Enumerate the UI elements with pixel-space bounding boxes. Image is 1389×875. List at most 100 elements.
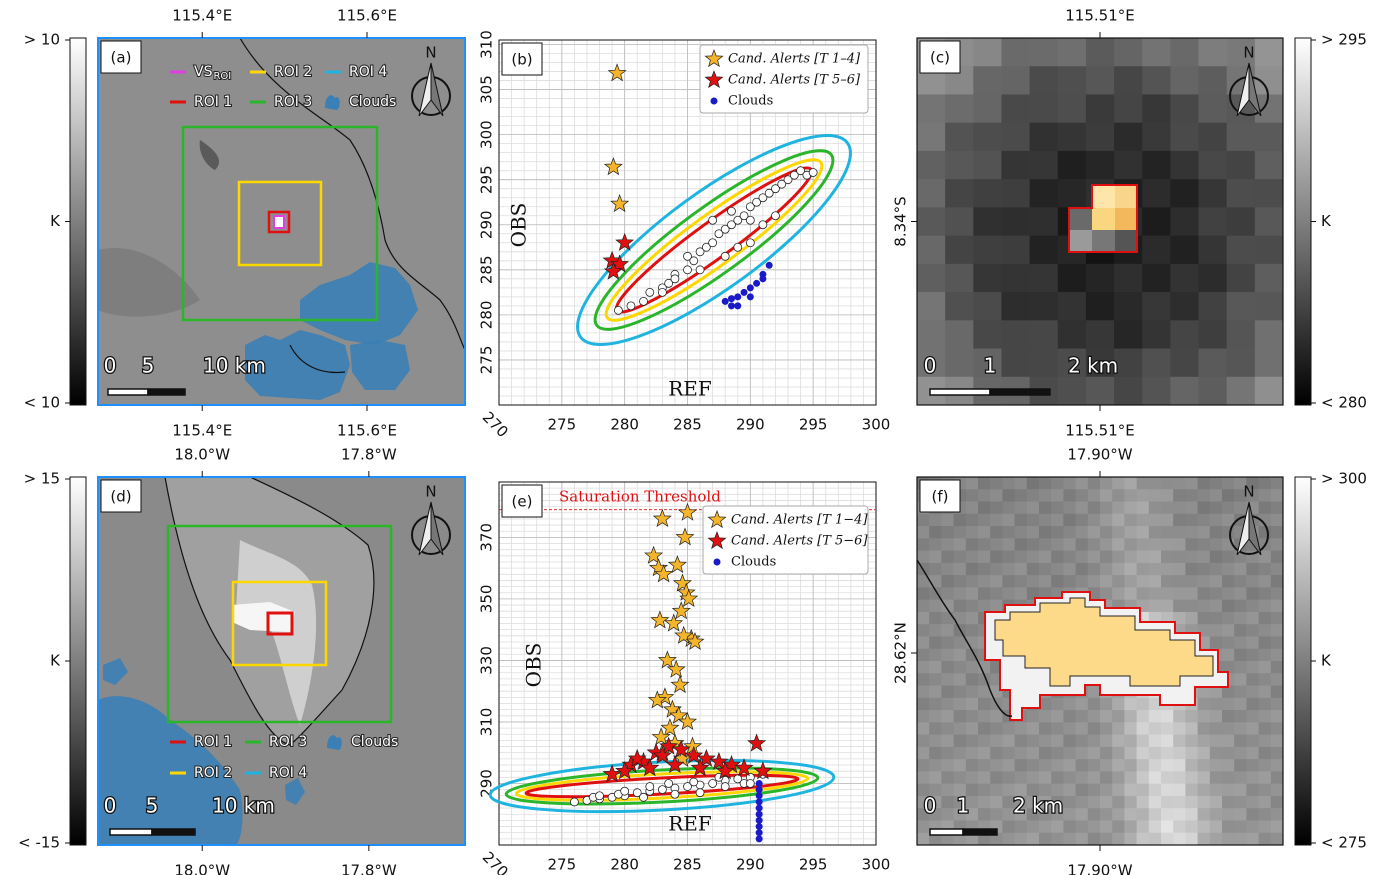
pixel (1051, 477, 1064, 490)
pixel (1259, 686, 1272, 699)
pixel (1027, 514, 1040, 527)
y-tick-label: 370 (478, 523, 496, 552)
hotspot-cell (1069, 208, 1092, 230)
pixel (1112, 771, 1125, 784)
pixel (1246, 649, 1259, 662)
pixel (1051, 771, 1064, 784)
pixel (1124, 587, 1137, 600)
pixel (978, 784, 991, 797)
pixel (1222, 477, 1235, 490)
pixel (1137, 735, 1150, 748)
cloud-point (728, 302, 735, 309)
pixel (1112, 514, 1125, 527)
pixel (1161, 710, 1174, 723)
pixel (1210, 575, 1223, 588)
observation-point (640, 297, 648, 305)
pixel (1255, 320, 1284, 349)
pixel (1086, 94, 1115, 123)
pixel (1255, 349, 1284, 378)
pixel (1063, 796, 1076, 809)
pixel (1051, 833, 1064, 846)
pixel (929, 649, 942, 662)
pixel (1222, 649, 1235, 662)
pixel (1246, 796, 1259, 809)
pixel (1100, 808, 1113, 821)
pixel (1088, 686, 1101, 699)
pixel (1234, 649, 1247, 662)
pixel (941, 784, 954, 797)
pixel (1259, 673, 1272, 686)
pixel (1100, 502, 1113, 515)
pixel (954, 722, 967, 735)
pixel (1001, 349, 1030, 378)
x-tick-label: 275 (548, 416, 577, 434)
pixel (1149, 502, 1162, 515)
pixel (1030, 123, 1059, 152)
pixel (1063, 502, 1076, 515)
pixel (1227, 151, 1256, 180)
cloud-point (747, 293, 754, 300)
pixel (1259, 612, 1272, 625)
pixel (1222, 735, 1235, 748)
pixel (1234, 624, 1247, 637)
pixel (1222, 698, 1235, 711)
pixel (1161, 796, 1174, 809)
observation-point (696, 789, 704, 797)
pixel (1210, 612, 1223, 625)
pixel (1015, 575, 1028, 588)
pixel (973, 320, 1002, 349)
scalebar-label: 5 (146, 794, 159, 818)
pixel (1142, 377, 1171, 406)
pixel (1234, 587, 1247, 600)
pixel (1063, 489, 1076, 502)
observation-point (671, 790, 679, 798)
legend-label: VS (194, 64, 213, 80)
hotspot-cell (1092, 230, 1115, 252)
pixel (1199, 38, 1228, 67)
pixel (954, 649, 967, 662)
pixel (1063, 563, 1076, 576)
pixel (917, 673, 930, 686)
pixel (1185, 587, 1198, 600)
pixel (1039, 526, 1052, 539)
pixel (1234, 673, 1247, 686)
pixel (1039, 563, 1052, 576)
scalebar-label: 10 km (212, 794, 275, 818)
pixel (1222, 796, 1235, 809)
observation-point (746, 779, 754, 787)
pixel (978, 735, 991, 748)
pixel (1198, 587, 1211, 600)
pixel (1259, 649, 1272, 662)
pixel (1112, 784, 1125, 797)
pixel (1198, 710, 1211, 723)
pixel (1234, 612, 1247, 625)
pixel (1124, 796, 1137, 809)
pixel (929, 771, 942, 784)
pixel (1210, 489, 1223, 502)
pixel (1137, 587, 1150, 600)
pixel (1142, 292, 1171, 321)
pixel (1222, 636, 1235, 649)
pixel (990, 600, 1003, 613)
pixel (1002, 514, 1015, 527)
cloud-point (714, 559, 721, 566)
pixel (973, 151, 1002, 180)
pixel (1255, 377, 1284, 406)
pixel (941, 538, 954, 551)
pixel (1170, 151, 1199, 180)
pixel (1161, 784, 1174, 797)
pixel (1259, 587, 1272, 600)
pixel (1222, 747, 1235, 760)
pixel (1222, 784, 1235, 797)
pixel (1076, 575, 1089, 588)
pixel (1234, 784, 1247, 797)
pixel (917, 661, 930, 674)
x-tick-label: 300 (862, 856, 891, 874)
pixel (1063, 759, 1076, 772)
pixel (1149, 808, 1162, 821)
pixel (1027, 563, 1040, 576)
pixel (1234, 710, 1247, 723)
cloud-point (711, 98, 718, 105)
pixel (1246, 710, 1259, 723)
pixel (1142, 320, 1171, 349)
